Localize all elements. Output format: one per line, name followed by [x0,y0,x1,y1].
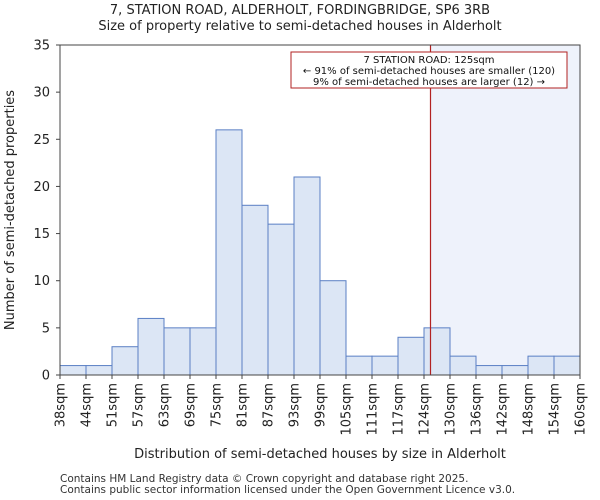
bar-99sqm [319,280,347,376]
x-tick-label: 154sqm [548,383,563,436]
y-axis-label: Number of semi-detached properties [3,90,18,330]
chart-subtitle: Size of property relative to semi-detach… [98,19,502,34]
y-tick-label: 30 [33,86,50,101]
x-tick-label: 148sqm [522,383,537,436]
chart-title: 7, STATION ROAD, ALDERHOLT, FORDINGBRIDG… [109,3,491,18]
y-tick-label: 0 [42,369,50,384]
x-tick-label: 87sqm [262,383,277,427]
x-tick-label: 124sqm [418,383,433,436]
x-tick-label: 105sqm [340,383,355,436]
footer-line-1: Contains HM Land Registry data © Crown c… [60,473,469,485]
x-tick-label: 160sqm [574,383,589,436]
bar-148sqm [527,355,555,376]
x-tick-label: 63sqm [158,383,173,427]
bar-63sqm [163,327,191,376]
footer-line-2: Contains public sector information licen… [60,484,516,496]
x-tick-label: 99sqm [314,383,329,427]
bar-154sqm [553,355,581,376]
y-tick-label: 35 [33,39,50,54]
y-tick-label: 5 [42,321,50,336]
x-tick-label: 93sqm [288,383,303,427]
bar-81sqm [241,204,269,376]
bar-117sqm [397,336,425,376]
bar-75sqm [215,129,243,376]
bar-124sqm [423,327,451,376]
bar-93sqm [293,176,321,376]
x-axis-label: Distribution of semi-detached houses by … [134,447,506,462]
x-tick-label: 136sqm [470,383,485,436]
y-tick-label: 15 [33,227,50,242]
y-tick-label: 25 [33,133,50,148]
x-tick-label: 51sqm [106,383,121,427]
bar-111sqm [371,355,399,376]
x-tick-label: 69sqm [184,383,199,427]
bar-87sqm [267,223,295,376]
larger-region-highlight [430,45,580,375]
bar-142sqm [501,365,529,376]
marker-annotation: 7 STATION ROAD: 125sqm ← 91% of semi-det… [290,51,568,89]
y-tick-label: 20 [33,180,50,195]
x-tick-label: 44sqm [80,383,95,427]
bar-44sqm [85,365,113,376]
annotation-line-1: 7 STATION ROAD: 125sqm [364,55,495,66]
annotation-line-3: 9% of semi-detached houses are larger (1… [313,77,545,88]
x-tick-label: 142sqm [496,383,511,436]
bar-136sqm [475,365,503,376]
bar-57sqm [137,317,165,376]
bar-38sqm [59,365,87,376]
x-tick-label: 57sqm [132,383,147,427]
annotation-line-2: ← 91% of semi-detached houses are smalle… [303,66,555,77]
bar-69sqm [189,327,217,376]
bar-130sqm [449,355,477,376]
x-tick-label: 75sqm [210,383,225,427]
annotation-box [290,51,568,89]
bar-105sqm [345,355,373,376]
x-tick-label: 81sqm [236,383,251,427]
x-tick-label: 111sqm [366,383,381,436]
x-tick-label: 130sqm [444,383,459,436]
bar-51sqm [111,346,139,376]
x-tick-label: 38sqm [54,383,69,427]
x-tick-label: 117sqm [392,383,407,436]
y-tick-label: 10 [33,274,50,289]
